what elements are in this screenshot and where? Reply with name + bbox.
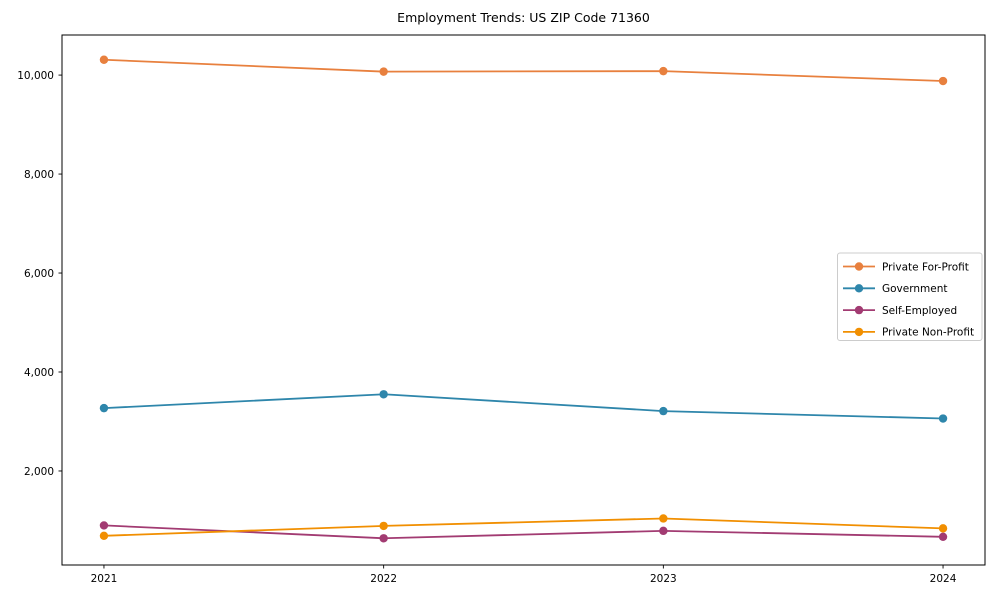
- legend-marker-dot: [854, 327, 864, 337]
- legend-marker-dot: [854, 305, 864, 315]
- data-point-private-for-profit-2023: [659, 66, 668, 76]
- data-point-private-for-profit-2022: [379, 67, 388, 76]
- legend-label: Self-Employed: [882, 305, 957, 317]
- legend-item: Private For-Profit: [843, 261, 969, 273]
- x-tick-label: 2022: [370, 573, 397, 585]
- y-tick-label: 2,000: [24, 466, 54, 478]
- series-line-private-for-profit: [103, 58, 944, 82]
- data-point-self-employed-2023: [659, 526, 668, 536]
- y-tick-label: 10,000: [17, 70, 54, 82]
- legend-label: Private Non-Profit: [882, 327, 974, 339]
- data-point-private-for-profit-2024: [938, 76, 948, 86]
- x-tick-label: 2024: [930, 573, 957, 585]
- data-point-government-2021: [99, 403, 109, 413]
- data-point-private-non-profit-2021: [99, 531, 109, 541]
- legend-item: Private Non-Profit: [843, 327, 974, 339]
- data-point-government-2022: [379, 390, 388, 399]
- data-point-self-employed-2021: [99, 521, 109, 530]
- legend-item: Self-Employed: [843, 305, 957, 317]
- x-tick-label: 2023: [650, 573, 677, 585]
- data-point-government-2023: [659, 406, 668, 416]
- legend-label: Private For-Profit: [882, 261, 969, 273]
- chart-title: Employment Trends: US ZIP Code 71360: [397, 10, 650, 25]
- y-tick-label: 8,000: [24, 169, 54, 181]
- legend-label: Government: [882, 283, 947, 295]
- data-point-private-non-profit-2023: [659, 514, 668, 523]
- legend-marker-dot: [854, 284, 864, 293]
- data-point-private-for-profit-2021: [99, 55, 109, 64]
- series-line-private-non-profit: [103, 517, 944, 537]
- legend-frame: [837, 252, 983, 341]
- y-tick-label: 4,000: [24, 367, 54, 379]
- legend-box: Private For-Profit Government Self-Employe…: [837, 252, 983, 341]
- data-point-self-employed-2022: [379, 534, 388, 543]
- data-point-self-employed-2024: [938, 532, 948, 541]
- legend-marker-dot: [854, 262, 864, 271]
- y-tick-label: 6,000: [24, 268, 54, 280]
- series-line-self-employed: [103, 524, 944, 540]
- series-line-government: [103, 393, 944, 420]
- plot-border: [61, 34, 986, 566]
- data-point-private-non-profit-2024: [938, 524, 948, 533]
- legend-item: Government: [843, 283, 947, 295]
- x-tick-label: 2021: [91, 573, 118, 585]
- data-point-government-2024: [938, 414, 948, 423]
- data-point-private-non-profit-2022: [379, 521, 388, 531]
